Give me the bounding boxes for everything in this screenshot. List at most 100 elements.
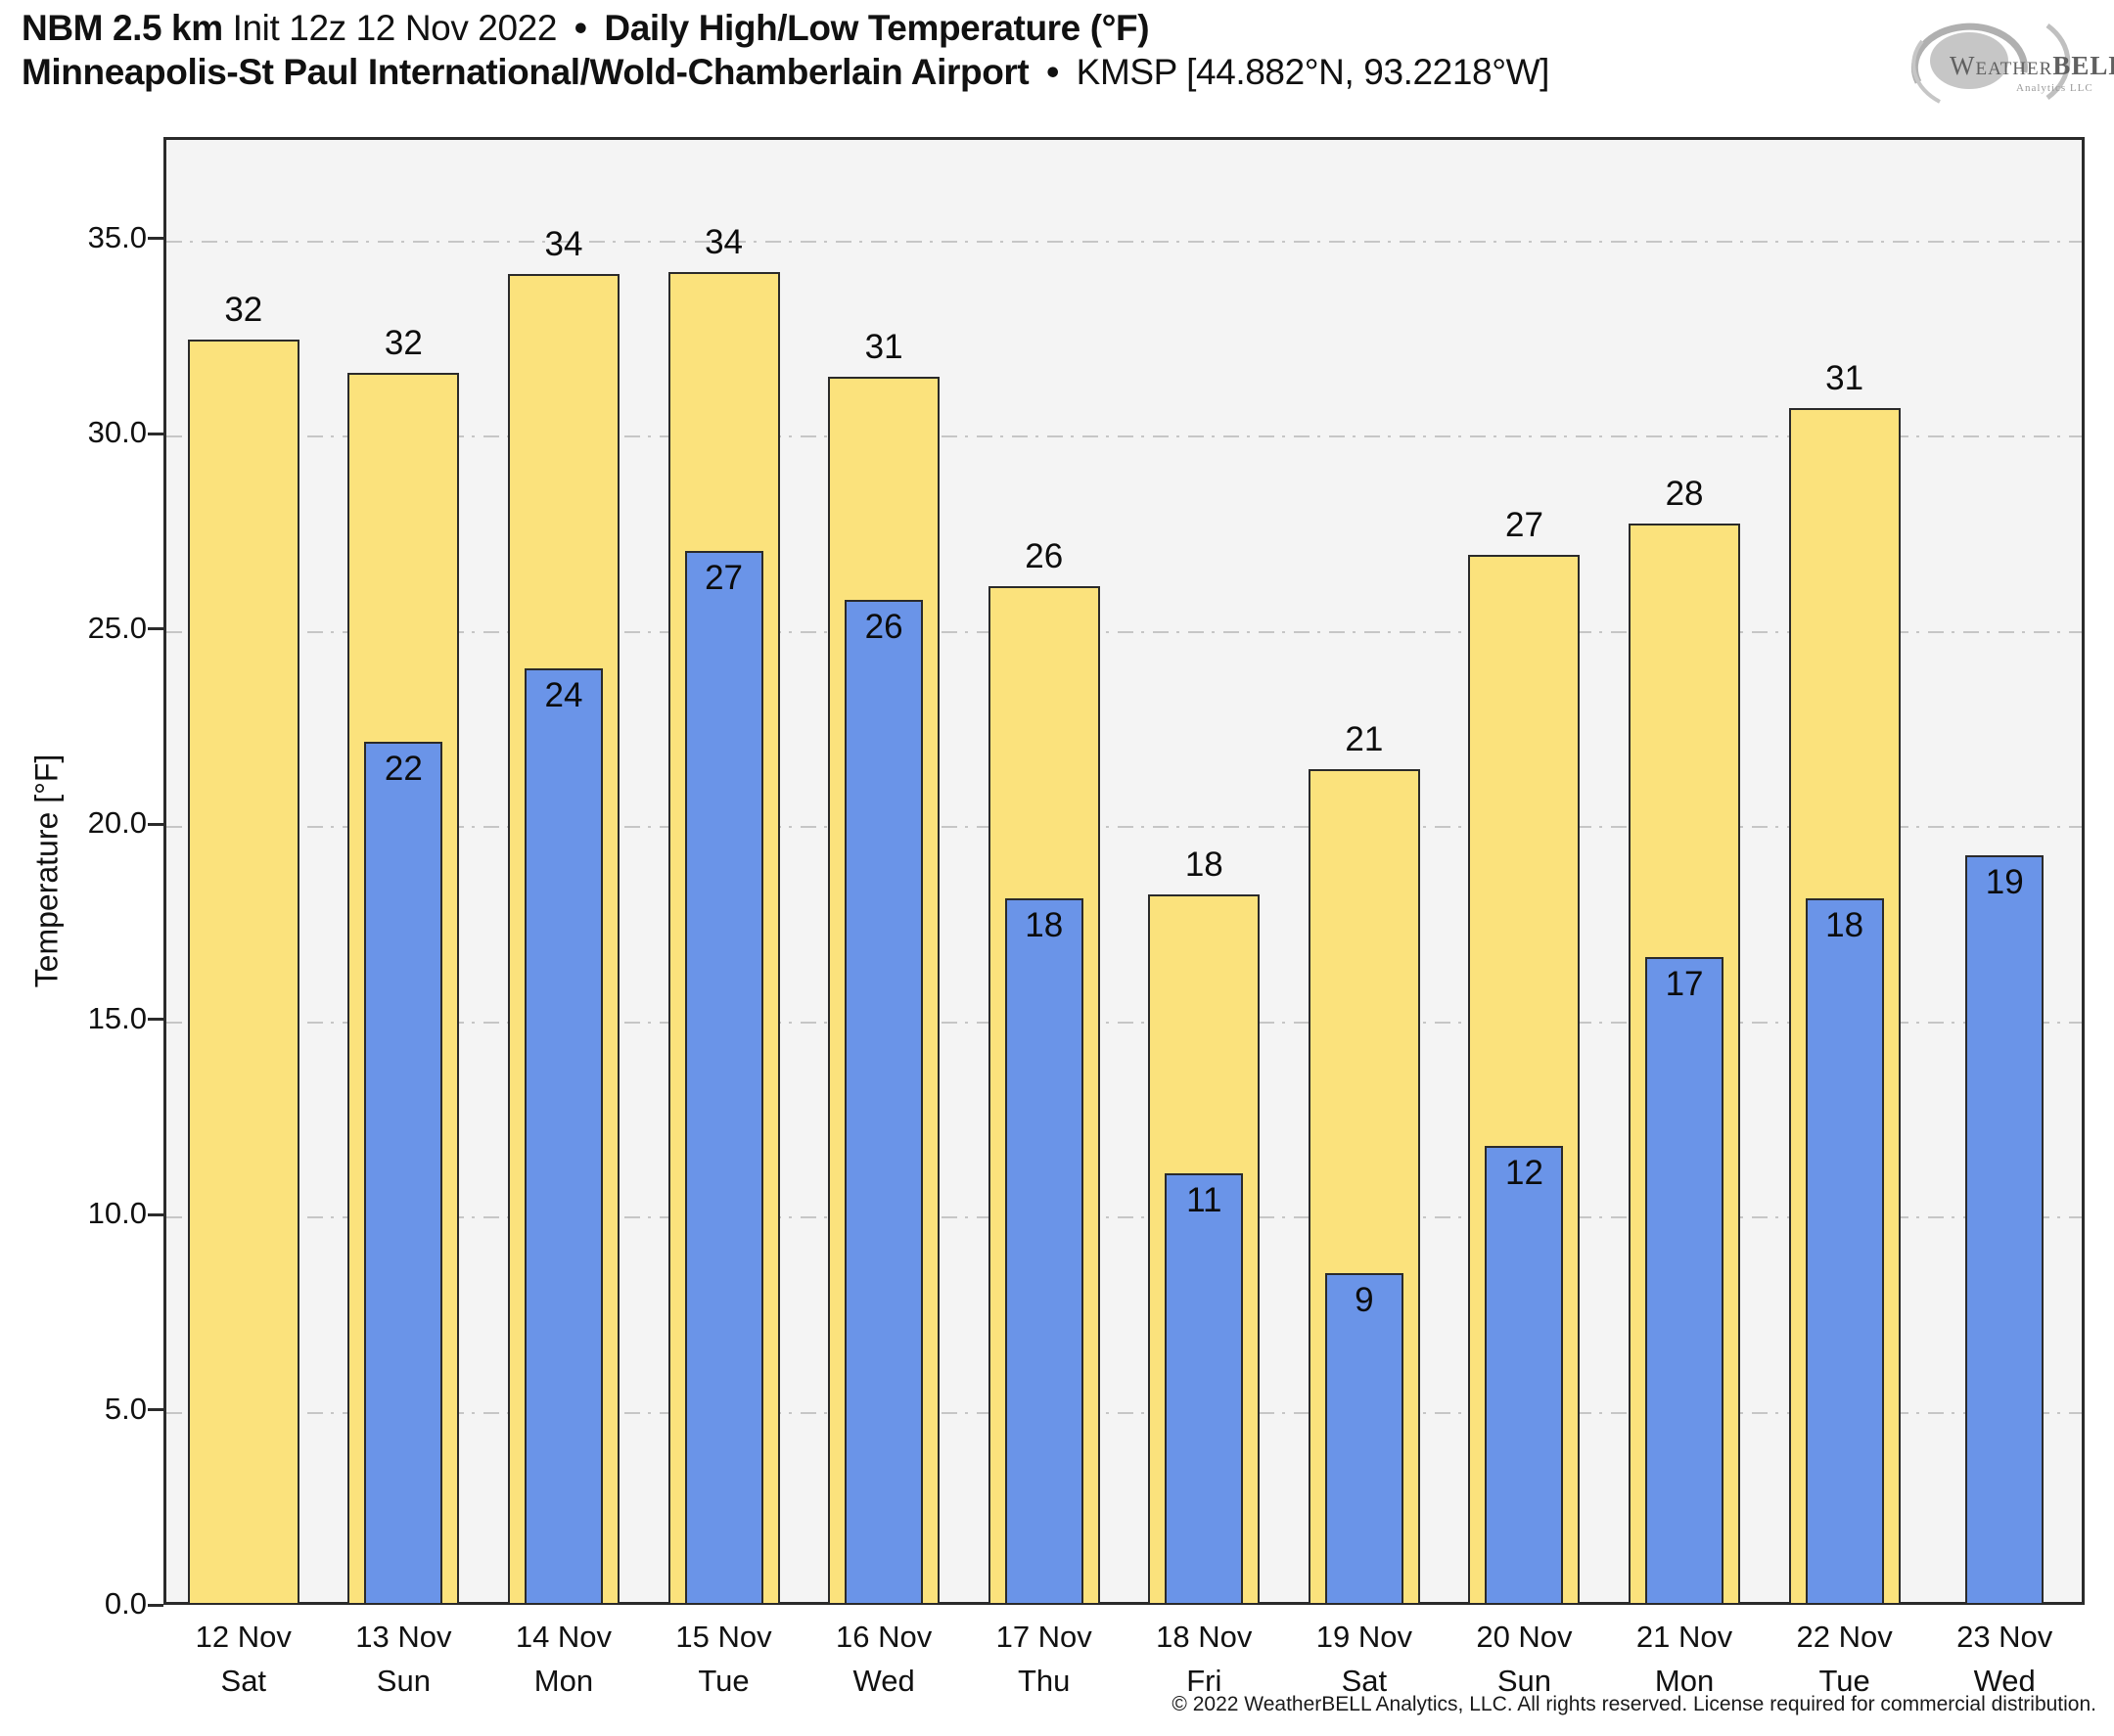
y-tick-35 [148, 237, 163, 241]
high-value-label: 21 [1345, 720, 1384, 759]
hurricane-swirl-icon [1910, 23, 2071, 104]
x-weekday-label: Sat [1341, 1664, 1388, 1698]
subtitle-bullet: • [1046, 52, 1059, 92]
init-time: Init 12z 12 Nov 2022 [232, 8, 558, 48]
x-date-label: 19 Nov [1315, 1620, 1412, 1654]
low-bar-17-Nov [1004, 897, 1083, 1605]
station-name: Minneapolis-St Paul International/Wold-C… [22, 52, 1030, 92]
x-tick-label-23-Nov: 23 Nov Wed [1921, 1615, 2088, 1703]
x-date-label: 20 Nov [1476, 1620, 1573, 1654]
y-tick-label-20: 20.0 [87, 805, 147, 841]
x-weekday-label: Fri [1186, 1664, 1222, 1698]
low-bar-21-Nov [1645, 956, 1724, 1605]
high-value-label: 34 [544, 224, 583, 263]
low-bar-23-Nov [1965, 855, 2045, 1605]
weatherbell-logo: WeatherBELL Analytics LLC [1901, 4, 2114, 112]
logo-subtext: Analytics LLC [2016, 82, 2093, 94]
title-line: NBM 2.5 km Init 12z 12 Nov 2022 • Daily … [22, 6, 1549, 50]
x-tick-label-16-Nov: 16 Nov Wed [801, 1615, 967, 1703]
logo-bell-text: BELL [2052, 51, 2114, 80]
subtitle-line: Minneapolis-St Paul International/Wold-C… [22, 50, 1549, 94]
y-tick-label-25: 25.0 [87, 610, 147, 645]
x-weekday-label: Tue [698, 1664, 750, 1698]
x-tick-label-20-Nov: 20 Nov Sun [1441, 1615, 1607, 1703]
y-tick-label-35: 35.0 [87, 219, 147, 254]
x-weekday-label: Wed [1973, 1664, 2036, 1698]
high-value-label: 32 [384, 324, 423, 363]
y-tick-10 [148, 1212, 163, 1216]
high-value-label: 27 [1504, 505, 1543, 544]
model-name: NBM 2.5 km [22, 8, 223, 48]
gridline-10 [166, 1216, 2082, 1219]
y-tick-label-5: 5.0 [104, 1391, 147, 1426]
high-value-label: 31 [864, 328, 903, 367]
logo-wordmark: WeatherBELL [1950, 51, 2114, 81]
x-weekday-label: Thu [1017, 1664, 1071, 1698]
gridline-25 [166, 630, 2082, 633]
x-tick-label-22-Nov: 22 Nov Tue [1762, 1615, 1928, 1703]
title-bullet: • [574, 8, 587, 48]
x-tick-label-21-Nov: 21 Nov Mon [1601, 1615, 1768, 1703]
low-value-label: 18 [1825, 905, 1864, 944]
low-bar-19-Nov [1324, 1272, 1403, 1605]
x-tick-label-15-Nov: 15 Nov Tue [641, 1615, 807, 1703]
x-date-label: 21 Nov [1635, 1620, 1733, 1654]
x-weekday-label: Tue [1818, 1664, 1870, 1698]
low-bar-15-Nov [684, 550, 763, 1605]
x-tick-label-14-Nov: 14 Nov Mon [481, 1615, 647, 1703]
chart-header: NBM 2.5 km Init 12z 12 Nov 2022 • Daily … [22, 6, 1549, 94]
x-weekday-label: Sat [220, 1664, 267, 1698]
plot-area [163, 137, 2085, 1605]
y-tick-30 [148, 432, 163, 435]
high-bar-12-Nov [187, 340, 299, 1605]
low-value-label: 18 [1025, 905, 1064, 944]
gridline-5 [166, 1411, 2082, 1414]
y-tick-label-30: 30.0 [87, 415, 147, 450]
low-bar-14-Nov [524, 667, 603, 1605]
x-tick-label-19-Nov: 19 Nov Sat [1281, 1615, 1448, 1703]
low-value-label: 19 [1985, 863, 2024, 902]
high-value-label: 32 [224, 291, 263, 330]
copyright-notice: © 2022 WeatherBELL Analytics, LLC. All r… [1172, 1693, 2096, 1715]
low-value-label: 26 [864, 607, 903, 646]
x-date-label: 18 Nov [1156, 1620, 1253, 1654]
y-tick-5 [148, 1408, 163, 1412]
low-value-label: 12 [1504, 1154, 1543, 1193]
low-bar-18-Nov [1165, 1173, 1244, 1605]
x-date-label: 15 Nov [675, 1620, 772, 1654]
low-value-label: 27 [705, 558, 743, 597]
logo-weather-text: Weather [1950, 51, 2053, 80]
gridline-35 [166, 240, 2082, 243]
y-tick-20 [148, 822, 163, 826]
low-bar-22-Nov [1805, 897, 1884, 1605]
x-date-label: 13 Nov [355, 1620, 452, 1654]
high-value-label: 28 [1665, 474, 1704, 513]
x-tick-label-12-Nov: 12 Nov Sat [161, 1615, 327, 1703]
y-tick-label-0: 0.0 [104, 1586, 147, 1621]
x-tick-label-17-Nov: 17 Nov Thu [961, 1615, 1127, 1703]
parameter-name: Daily High/Low Temperature (°F) [604, 8, 1150, 48]
x-date-label: 14 Nov [515, 1620, 613, 1654]
y-tick-0 [148, 1603, 163, 1607]
high-value-label: 31 [1825, 359, 1864, 398]
x-date-label: 16 Nov [836, 1620, 933, 1654]
low-value-label: 22 [384, 750, 423, 789]
gridline-20 [166, 826, 2082, 829]
x-date-label: 17 Nov [995, 1620, 1092, 1654]
high-value-label: 18 [1184, 845, 1223, 884]
low-bar-13-Nov [364, 742, 443, 1605]
low-value-label: 9 [1355, 1280, 1374, 1319]
station-coordinates: KMSP [44.882°N, 93.2218°W] [1076, 52, 1550, 92]
low-bar-20-Nov [1485, 1146, 1564, 1605]
high-value-label: 26 [1025, 536, 1064, 575]
y-tick-label-15: 15.0 [87, 1000, 147, 1035]
x-weekday-label: Sun [376, 1664, 431, 1698]
y-tick-25 [148, 627, 163, 631]
x-date-label: 12 Nov [195, 1620, 292, 1654]
low-value-label: 11 [1186, 1181, 1222, 1220]
x-weekday-label: Sun [1496, 1664, 1552, 1698]
y-tick-15 [148, 1018, 163, 1022]
x-date-label: 23 Nov [1956, 1620, 2053, 1654]
x-tick-label-18-Nov: 18 Nov Fri [1121, 1615, 1287, 1703]
